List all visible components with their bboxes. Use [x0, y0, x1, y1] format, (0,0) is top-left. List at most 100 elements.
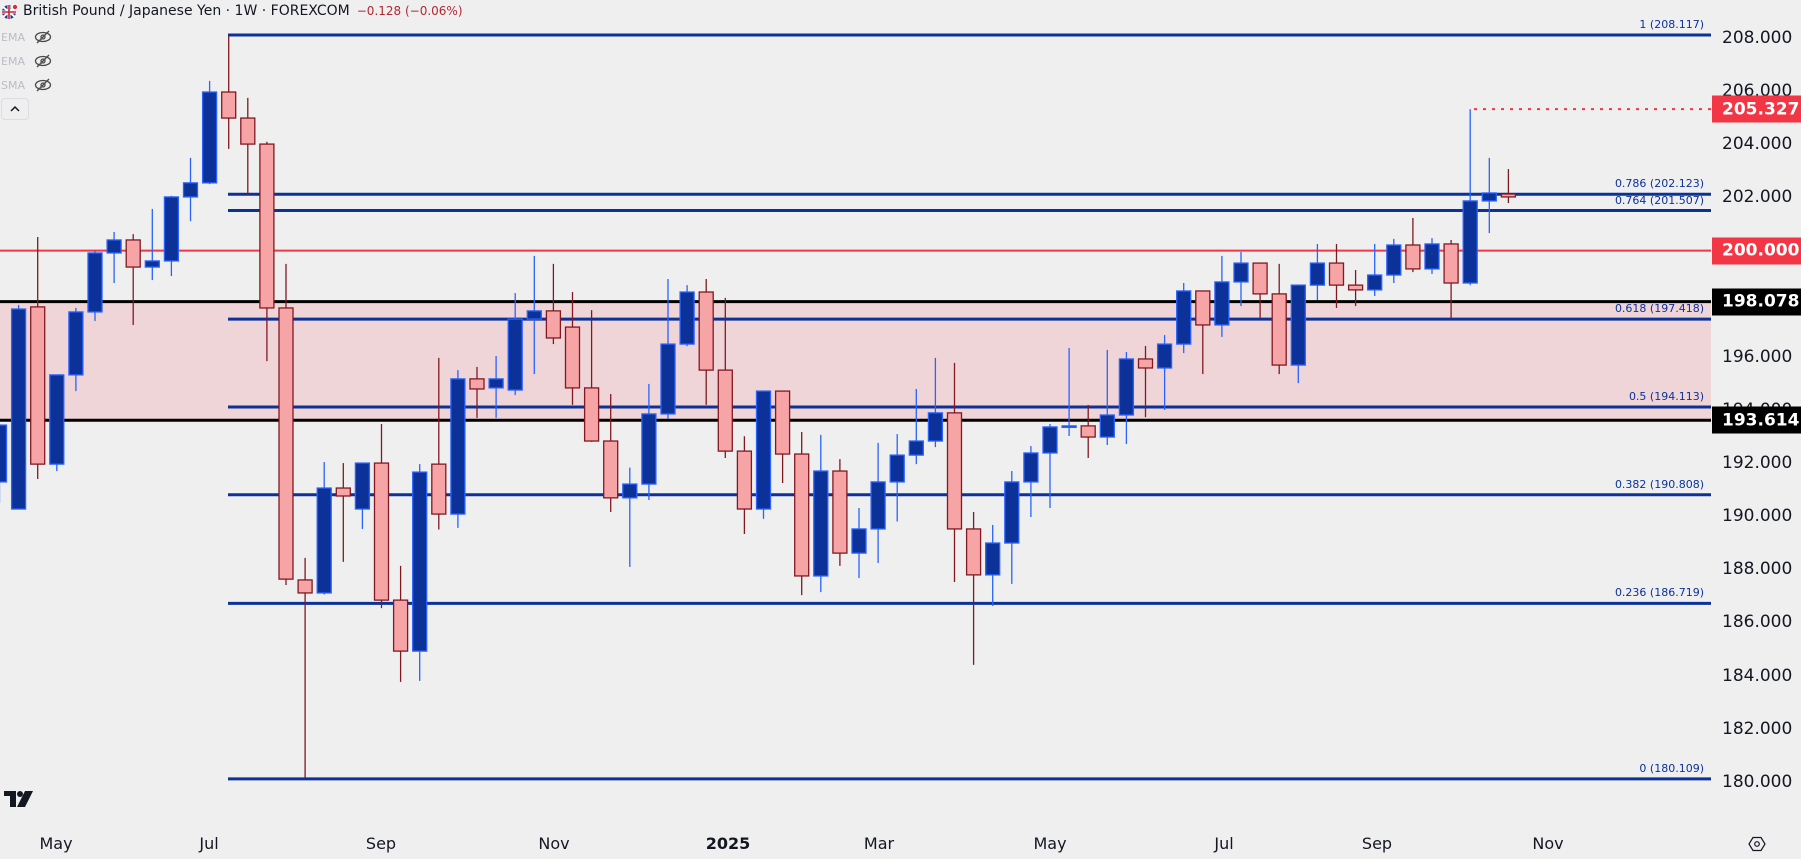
candle[interactable]	[717, 297, 733, 459]
candle[interactable]	[1290, 284, 1306, 384]
candle[interactable]	[622, 467, 638, 567]
candle[interactable]	[1195, 290, 1211, 375]
candle[interactable]	[1042, 424, 1058, 508]
candle[interactable]	[144, 208, 160, 281]
candle[interactable]	[813, 434, 829, 593]
candle[interactable]	[1137, 345, 1154, 418]
collapse-legend-button[interactable]	[1, 98, 29, 120]
candle[interactable]	[832, 459, 848, 566]
candle[interactable]	[392, 565, 409, 682]
candle[interactable]	[965, 511, 982, 665]
candle[interactable]	[1271, 263, 1287, 375]
candle[interactable]	[373, 424, 390, 609]
candle[interactable]	[603, 394, 619, 512]
candle[interactable]	[1367, 243, 1383, 297]
time-tick-label: May	[39, 834, 73, 853]
candle[interactable]	[259, 141, 275, 362]
candle[interactable]	[1004, 471, 1020, 584]
candle[interactable]	[1462, 109, 1478, 286]
candle[interactable]	[698, 279, 714, 405]
candle[interactable]	[889, 434, 905, 522]
candle[interactable]	[1080, 404, 1096, 459]
candle[interactable]	[526, 255, 542, 375]
candle[interactable]	[49, 374, 65, 472]
candle[interactable]	[1252, 262, 1268, 319]
tradingview-logo[interactable]	[4, 791, 34, 811]
candle[interactable]	[1023, 446, 1039, 517]
candle[interactable]	[68, 307, 84, 392]
indicator-row-ema-2[interactable]: EMA	[0, 49, 52, 73]
candle[interactable]	[450, 370, 466, 528]
candle[interactable]	[564, 292, 581, 405]
candle[interactable]	[240, 97, 256, 196]
candle[interactable]	[297, 557, 313, 779]
candle[interactable]	[774, 390, 791, 483]
time-tick-label: May	[1033, 834, 1067, 853]
candle[interactable]	[641, 383, 657, 500]
candle[interactable]	[1328, 243, 1345, 308]
candle[interactable]	[507, 293, 523, 396]
candle[interactable]	[927, 357, 944, 448]
candle[interactable]	[985, 524, 1001, 606]
candle[interactable]	[1443, 239, 1459, 319]
candle[interactable]	[1424, 238, 1440, 274]
fib-level-label: 0.5 (194.113)	[1628, 389, 1704, 403]
indicator-row-sma[interactable]: SMA	[0, 73, 52, 97]
candle[interactable]	[1176, 282, 1192, 354]
time-axis[interactable]: May Jul Sep Nov 2025 Mar May Jul Sep Nov	[0, 826, 1712, 859]
candle[interactable]	[335, 463, 351, 562]
candle[interactable]	[736, 436, 753, 534]
eye-off-icon[interactable]	[34, 78, 52, 92]
candle[interactable]	[125, 234, 141, 325]
settings-icon[interactable]	[1748, 835, 1766, 853]
symbol-title[interactable]: British Pound / Japanese Yen · 1W · FORE…	[23, 3, 350, 19]
candle[interactable]	[354, 462, 371, 529]
candle[interactable]	[1061, 348, 1077, 436]
candle[interactable]	[946, 362, 963, 583]
candle[interactable]	[10, 305, 27, 510]
candle[interactable]	[412, 464, 428, 681]
candle[interactable]	[488, 356, 504, 418]
candle[interactable]	[545, 263, 562, 345]
candle[interactable]	[755, 390, 772, 519]
price-level-tag: 198.078	[1712, 288, 1801, 316]
eye-off-icon[interactable]	[34, 54, 52, 68]
candle[interactable]	[1386, 238, 1402, 283]
candle[interactable]	[182, 157, 199, 222]
candle[interactable]	[431, 357, 447, 530]
candle[interactable]	[87, 250, 103, 321]
candle[interactable]	[469, 366, 485, 418]
candle[interactable]	[679, 285, 695, 347]
candle[interactable]	[660, 279, 676, 419]
indicator-name: EMA	[1, 54, 25, 68]
candle[interactable]	[163, 195, 180, 277]
candle[interactable]	[106, 231, 122, 283]
candle[interactable]	[1156, 335, 1173, 410]
candle[interactable]	[1099, 349, 1115, 446]
candle[interactable]	[1481, 157, 1497, 234]
candle[interactable]	[583, 310, 600, 442]
candle[interactable]	[851, 507, 867, 579]
candle[interactable]	[316, 462, 332, 595]
eye-off-icon[interactable]	[34, 30, 52, 44]
candle[interactable]	[201, 80, 218, 185]
candle[interactable]	[794, 431, 810, 596]
indicator-row-ema-1[interactable]: EMA	[0, 25, 52, 49]
candle[interactable]	[1405, 217, 1421, 273]
candle[interactable]	[1233, 251, 1249, 307]
candle[interactable]	[30, 237, 46, 480]
candle[interactable]	[1214, 255, 1230, 337]
candle[interactable]	[908, 388, 924, 465]
price-tick-label: 196.000	[1722, 346, 1793, 367]
candle[interactable]	[1500, 169, 1517, 204]
time-tick-label: Jul	[199, 834, 219, 853]
candle[interactable]	[0, 424, 8, 503]
candle[interactable]	[221, 35, 237, 149]
candle[interactable]	[1309, 243, 1326, 300]
candle[interactable]	[1118, 352, 1135, 444]
candle[interactable]	[1347, 269, 1364, 307]
candle[interactable]	[278, 263, 294, 585]
price-change: −0.128 (−0.06%)	[356, 4, 463, 18]
candle[interactable]	[870, 442, 886, 563]
